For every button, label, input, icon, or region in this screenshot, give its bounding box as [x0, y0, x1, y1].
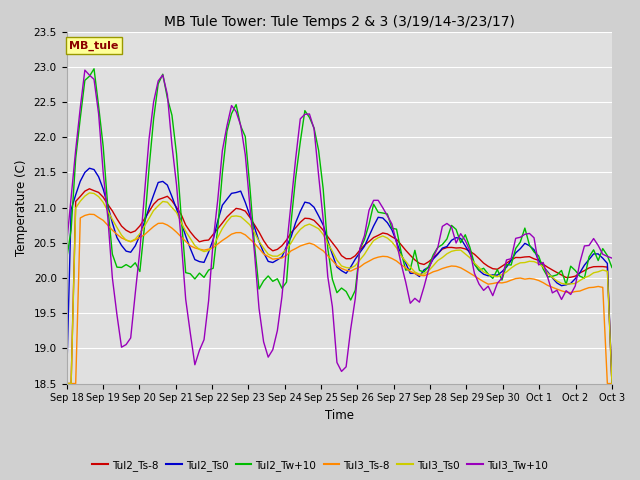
Text: MB_tule: MB_tule [69, 40, 118, 50]
Title: MB Tule Tower: Tule Temps 2 & 3 (3/19/14-3/23/17): MB Tule Tower: Tule Temps 2 & 3 (3/19/14… [164, 15, 515, 29]
X-axis label: Time: Time [324, 409, 354, 422]
Y-axis label: Temperature (C): Temperature (C) [15, 159, 28, 256]
Legend: Tul2_Ts-8, Tul2_Ts0, Tul2_Tw+10, Tul3_Ts-8, Tul3_Ts0, Tul3_Tw+10: Tul2_Ts-8, Tul2_Ts0, Tul2_Tw+10, Tul3_Ts… [88, 456, 552, 475]
